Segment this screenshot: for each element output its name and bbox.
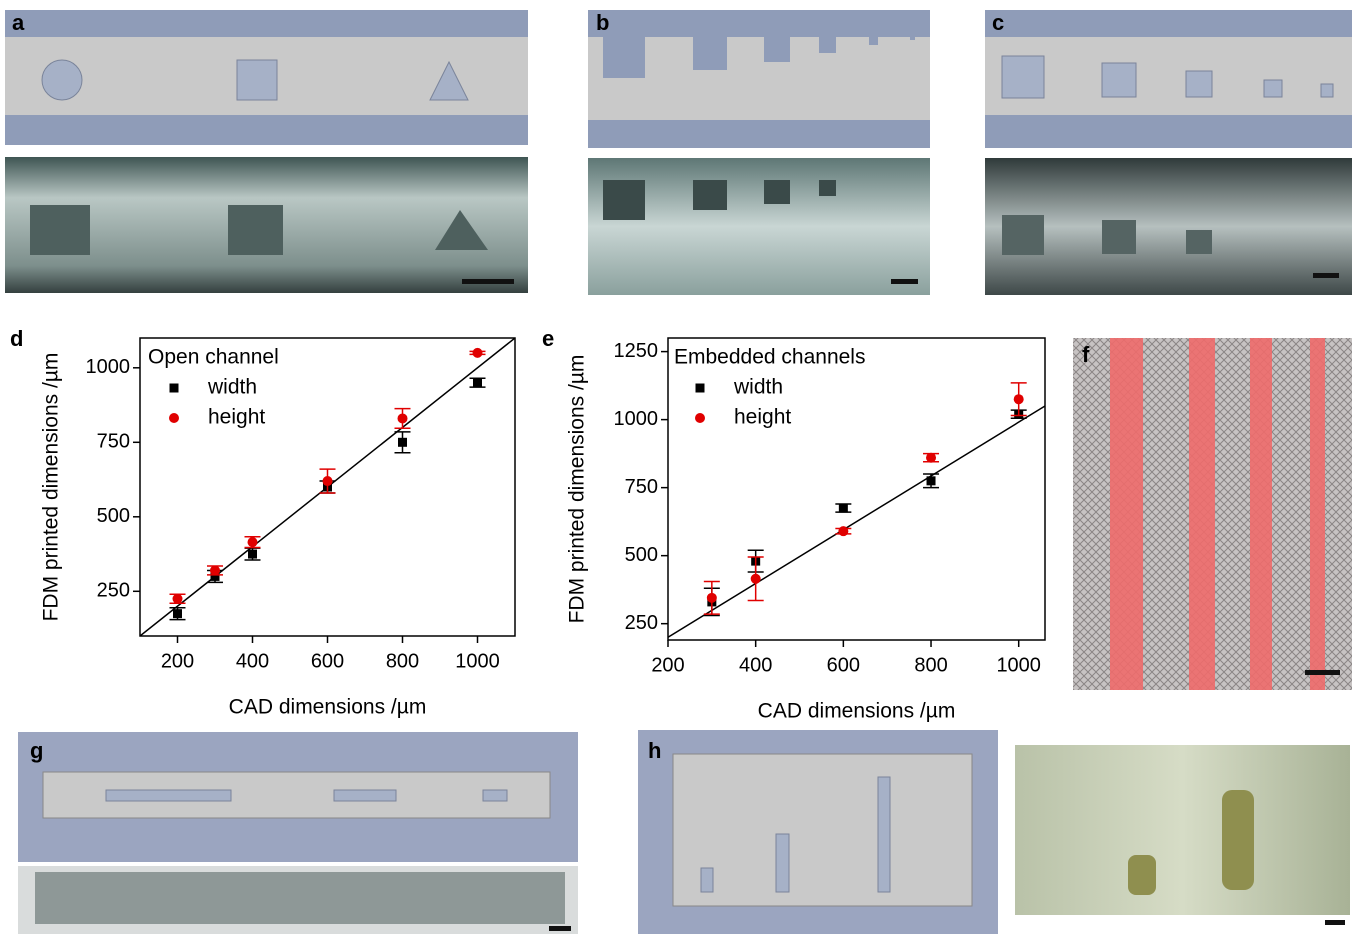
- y-axis-label: FDM printed dimensions /µm: [40, 353, 63, 622]
- chart: 200 400 600 800 1000 250 500 750 1000 1250 CAD dim…: [566, 337, 1046, 723]
- x-tick-label: 600: [311, 650, 344, 672]
- point: [926, 476, 936, 486]
- panel-h-photo: [1015, 745, 1350, 925]
- y-tick-label: 500: [625, 544, 658, 566]
- point: [706, 592, 717, 603]
- point: [173, 609, 182, 619]
- point: [750, 573, 761, 584]
- legend-label: width: [207, 376, 257, 399]
- y-axis-label: FDM printed dimensions /µm: [566, 355, 589, 624]
- panel-label: g: [30, 738, 43, 763]
- point: [398, 437, 407, 447]
- y-tick-label: 1000: [86, 356, 131, 378]
- panel-b-schematic: [588, 10, 930, 148]
- legend-label: height: [208, 406, 265, 429]
- x-axis-label: CAD dimensions /µm: [758, 700, 956, 723]
- y-tick-label: 1250: [614, 340, 659, 362]
- point: [473, 378, 482, 388]
- legend-title: Embedded channels: [674, 346, 865, 369]
- chart: 200 400 600 800 1000 250 500 750 1000 CAD dimensi…: [40, 337, 516, 719]
- legend-marker: [169, 413, 179, 423]
- point: [397, 413, 408, 424]
- y-tick-label: 750: [625, 476, 658, 498]
- panel-label: e: [542, 326, 554, 351]
- panel-label: c: [992, 10, 1004, 35]
- legend-marker: [695, 383, 705, 393]
- x-axis-label: CAD dimensions /µm: [229, 696, 427, 719]
- panel-label: a: [12, 10, 25, 35]
- legend-label: height: [734, 406, 791, 429]
- y-tick-label: 250: [625, 612, 658, 634]
- point: [838, 503, 848, 513]
- fit-line: [667, 405, 1046, 638]
- panel-h-schematic: [638, 730, 998, 934]
- y-tick-label: 750: [97, 431, 130, 453]
- panel-a-photo: [5, 157, 528, 293]
- x-tick-label: 400: [236, 650, 269, 672]
- point: [247, 537, 258, 548]
- x-tick-label: 1000: [455, 650, 500, 672]
- panel-f-photo: [1073, 338, 1352, 690]
- panel-label: b: [596, 10, 609, 35]
- panel-label: d: [10, 326, 23, 351]
- panel-g-photo: [18, 866, 578, 934]
- x-tick-label: 600: [827, 654, 860, 676]
- x-tick-label: 800: [914, 654, 947, 676]
- panel-a-schematic: [5, 10, 528, 145]
- x-tick-label: 800: [386, 650, 419, 672]
- panel-g-schematic: [18, 732, 578, 862]
- panel-label: f: [1082, 342, 1090, 367]
- x-tick-label: 200: [651, 654, 684, 676]
- x-tick-label: 400: [739, 654, 772, 676]
- panel-c-schematic: [985, 10, 1352, 148]
- y-tick-label: 500: [97, 505, 130, 527]
- point: [248, 549, 257, 559]
- point: [172, 593, 183, 604]
- plot-frame: [667, 337, 1046, 641]
- point: [838, 526, 849, 537]
- panel-c-photo: [985, 158, 1352, 295]
- legend-title: Open channel: [148, 346, 279, 369]
- panel-b-photo: [588, 158, 930, 295]
- legend-label: width: [733, 376, 783, 399]
- point: [1013, 394, 1024, 405]
- legend-marker: [695, 413, 705, 423]
- point: [472, 347, 483, 358]
- point: [322, 476, 333, 487]
- point: [210, 565, 220, 576]
- panel-label: h: [648, 738, 661, 763]
- y-tick-label: 1000: [614, 408, 659, 430]
- legend-marker: [169, 383, 179, 393]
- x-tick-label: 200: [161, 650, 194, 672]
- point: [926, 452, 937, 463]
- point: [210, 571, 220, 581]
- x-tick-label: 1000: [996, 654, 1041, 676]
- y-tick-label: 250: [97, 580, 130, 602]
